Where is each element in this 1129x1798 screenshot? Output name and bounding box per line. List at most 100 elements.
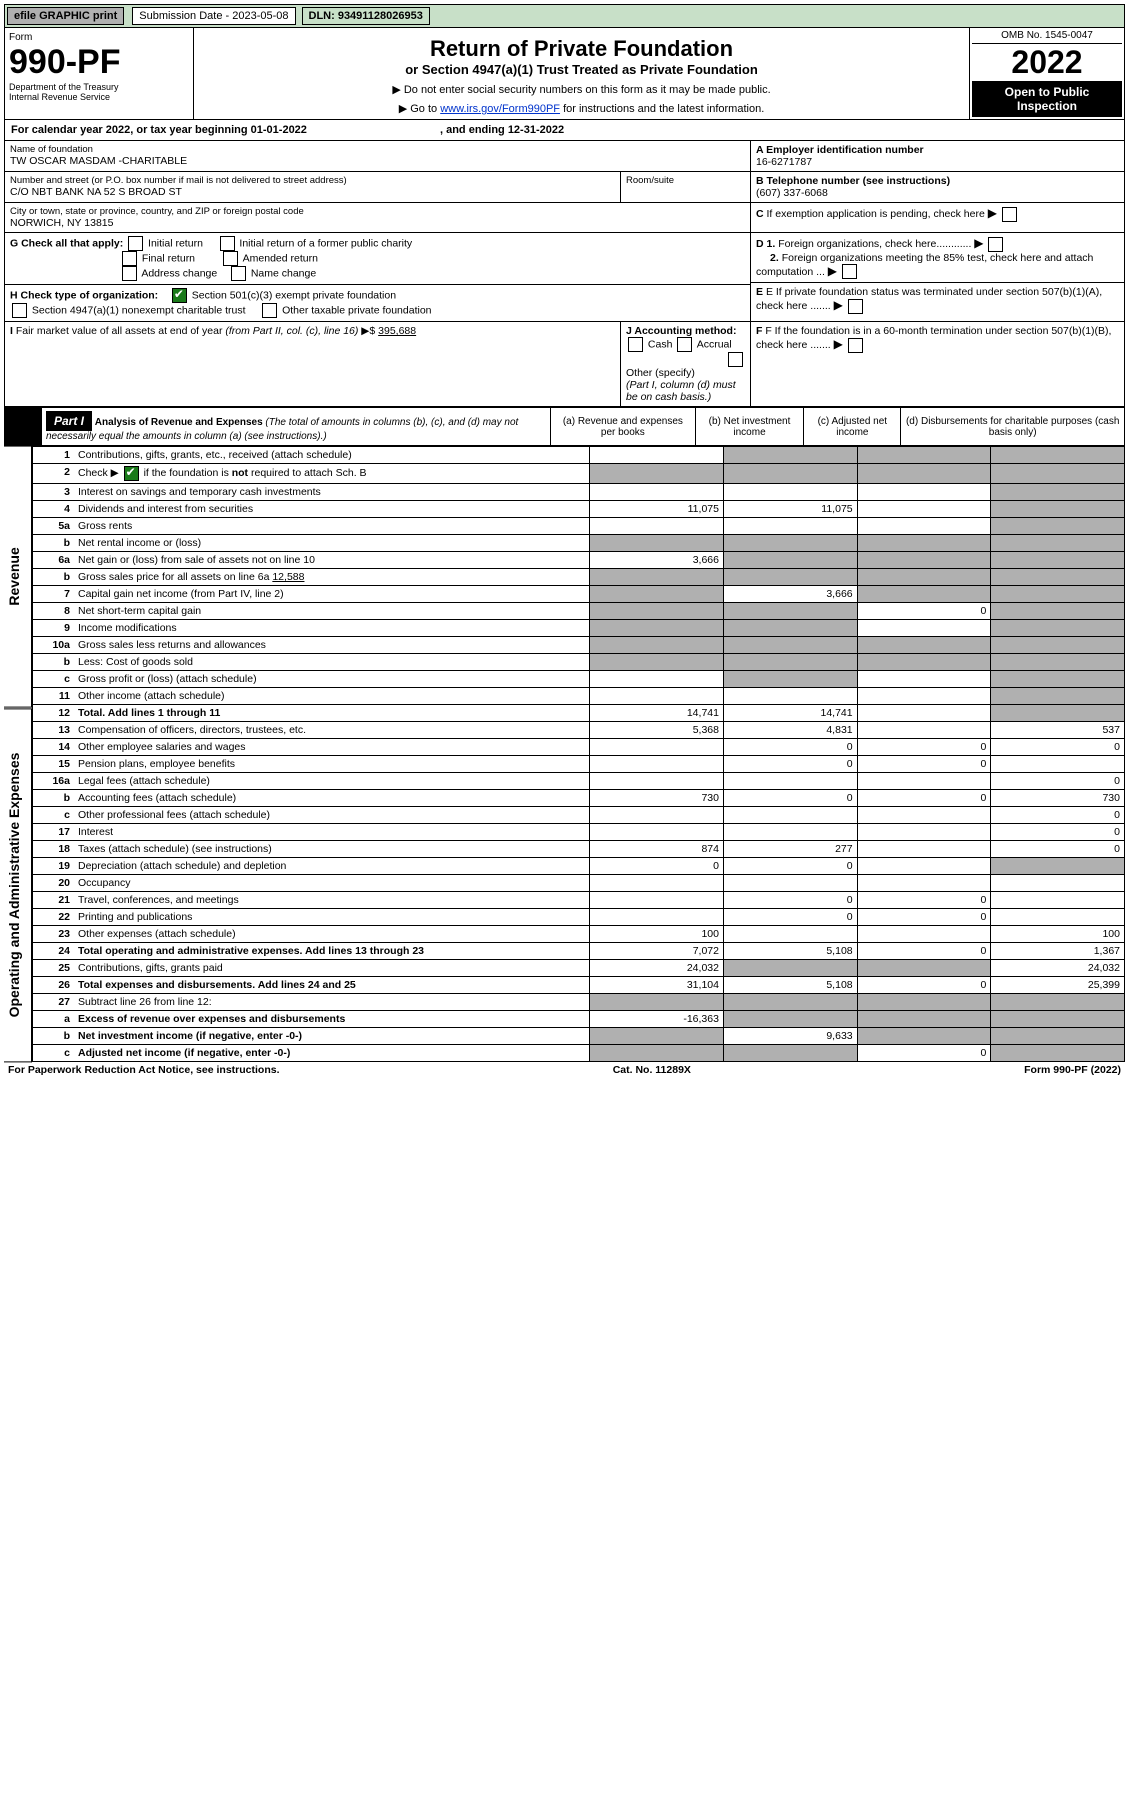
line-20: 20Occupancy: [33, 875, 1125, 892]
val-22b: 0: [723, 909, 857, 926]
entity-info-table: Name of foundation TW OSCAR MASDAM -CHAR…: [4, 140, 1125, 407]
val-16ba: 730: [590, 790, 724, 807]
line-8-desc: Net short-term capital gain: [78, 605, 201, 617]
chk-accrual[interactable]: [677, 337, 692, 352]
val-13d: 537: [991, 722, 1125, 739]
open-inspection: Open to Public Inspection: [972, 81, 1122, 117]
chk-4947[interactable]: [12, 303, 27, 318]
line-11-desc: Other income (attach schedule): [78, 690, 225, 702]
opt-accrual: Accrual: [697, 338, 732, 350]
box-e-checkbox[interactable]: [848, 299, 863, 314]
form-title: Return of Private Foundation: [198, 36, 965, 62]
val-16bd: 730: [991, 790, 1125, 807]
opt-address: Address change: [141, 267, 217, 279]
line-17-desc: Interest: [78, 826, 113, 838]
opt-initial: Initial return: [148, 237, 203, 249]
val-16cd: 0: [991, 807, 1125, 824]
val-23d: 100: [991, 926, 1125, 943]
val-17d: 0: [991, 824, 1125, 841]
line-25-desc: Contributions, gifts, grants paid: [78, 962, 223, 974]
line-19-desc: Depreciation (attach schedule) and deple…: [78, 860, 286, 872]
line-11: 11Other income (attach schedule): [33, 688, 1125, 705]
efile-badge: efile GRAPHIC print: [7, 7, 124, 25]
line-16a-desc: Legal fees (attach schedule): [78, 775, 210, 787]
box-d2-label: Foreign organizations meeting the 85% te…: [756, 252, 1093, 278]
omb-number: OMB No. 1545-0047: [972, 30, 1122, 44]
line-24: 24Total operating and administrative exp…: [33, 943, 1125, 960]
cat-number: Cat. No. 11289X: [613, 1064, 691, 1076]
box-c-checkbox[interactable]: [1002, 207, 1017, 222]
chk-name-change[interactable]: [231, 266, 246, 281]
chk-initial-former[interactable]: [220, 236, 235, 251]
line-14-desc: Other employee salaries and wages: [78, 741, 246, 753]
telephone-value: (607) 337-6068: [756, 187, 1119, 199]
line-5a: 5aGross rents: [33, 518, 1125, 535]
val-15c: 0: [857, 756, 991, 773]
line-12: 12Total. Add lines 1 through 1114,74114,…: [33, 705, 1125, 722]
chk-cash[interactable]: [628, 337, 643, 352]
chk-sch-b[interactable]: [124, 466, 139, 481]
irs-link[interactable]: www.irs.gov/Form990PF: [440, 103, 560, 115]
cy-begin: For calendar year 2022, or tax year begi…: [11, 124, 307, 136]
box-d1-checkbox[interactable]: [988, 237, 1003, 252]
dln: DLN: 93491128026953: [302, 7, 430, 25]
val-27c: 0: [857, 1045, 991, 1062]
note2-post: for instructions and the latest informat…: [560, 103, 764, 115]
chk-address-change[interactable]: [122, 266, 137, 281]
val-21b: 0: [723, 892, 857, 909]
line-23-desc: Other expenses (attach schedule): [78, 928, 236, 940]
line-13: 13Compensation of officers, directors, t…: [33, 722, 1125, 739]
line-27-desc: Subtract line 26 from line 12:: [78, 996, 212, 1008]
val-19b: 0: [723, 858, 857, 875]
form-label: Form: [9, 32, 189, 43]
line-5b: bNet rental income or (loss): [33, 535, 1125, 552]
foundation-name: TW OSCAR MASDAM -CHARITABLE: [10, 155, 745, 167]
line-1-desc: Contributions, gifts, grants, etc., rece…: [78, 449, 352, 461]
box-f-checkbox[interactable]: [848, 338, 863, 353]
side-labels: Revenue Operating and Administrative Exp…: [4, 446, 32, 1062]
chk-501c3[interactable]: [172, 288, 187, 303]
line-12-desc: Total. Add lines 1 through 11: [78, 707, 220, 719]
chk-other-method[interactable]: [728, 352, 743, 367]
cy-end: , and ending 12-31-2022: [440, 124, 564, 136]
city-state-zip: NORWICH, NY 13815: [10, 217, 745, 229]
main-content: Revenue Operating and Administrative Exp…: [4, 446, 1125, 1062]
val-6b-inline: 12,588: [272, 571, 304, 583]
part1-title: Analysis of Revenue and Expenses: [95, 417, 263, 428]
revenue-side-label: Revenue: [4, 446, 32, 708]
form-note1: ▶ Do not enter social security numbers o…: [198, 83, 965, 96]
addr-label: Number and street (or P.O. box number if…: [10, 175, 615, 186]
val-25a: 24,032: [590, 960, 724, 977]
val-8c: 0: [857, 603, 991, 620]
val-26c: 0: [857, 977, 991, 994]
line-27b: bNet investment income (if negative, ent…: [33, 1028, 1125, 1045]
opt-initial-former: Initial return of a former public charit…: [239, 237, 412, 249]
chk-amended-return[interactable]: [223, 251, 238, 266]
line-9-desc: Income modifications: [78, 622, 177, 634]
name-label: Name of foundation: [10, 144, 745, 155]
opt-amended: Amended return: [243, 252, 318, 264]
room-label: Room/suite: [626, 175, 745, 186]
box-j-note: (Part I, column (d) must be on cash basi…: [626, 379, 736, 403]
opt-other: Other (specify): [626, 367, 695, 379]
val-18d: 0: [991, 841, 1125, 858]
box-d2-checkbox[interactable]: [842, 264, 857, 279]
line-16b-desc: Accounting fees (attach schedule): [78, 792, 236, 804]
line-19: 19Depreciation (attach schedule) and dep…: [33, 858, 1125, 875]
line-9: 9Income modifications: [33, 620, 1125, 637]
val-18a: 874: [590, 841, 724, 858]
chk-other-taxable[interactable]: [262, 303, 277, 318]
city-label: City or town, state or province, country…: [10, 206, 745, 217]
val-24b: 5,108: [723, 943, 857, 960]
col-a-header: (a) Revenue and expenses per books: [551, 408, 696, 446]
val-16bb: 0: [723, 790, 857, 807]
line-20-desc: Occupancy: [78, 877, 131, 889]
chk-initial-return[interactable]: [128, 236, 143, 251]
val-24c: 0: [857, 943, 991, 960]
val-24d: 1,367: [991, 943, 1125, 960]
chk-final-return[interactable]: [122, 251, 137, 266]
line-10a-desc: Gross sales less returns and allowances: [78, 639, 266, 651]
line-27c-desc: Adjusted net income (if negative, enter …: [78, 1047, 290, 1059]
irs-label: Internal Revenue Service: [9, 92, 189, 102]
line-16a: 16aLegal fees (attach schedule)0: [33, 773, 1125, 790]
